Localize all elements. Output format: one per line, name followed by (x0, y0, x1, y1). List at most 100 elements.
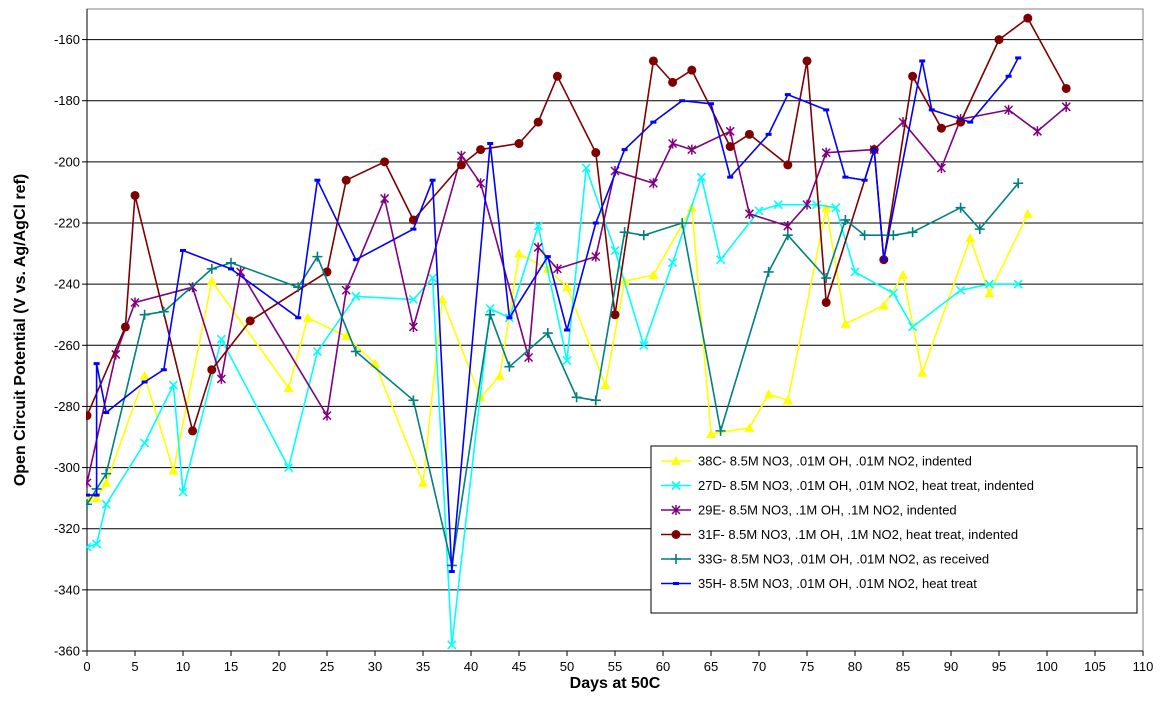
series-3 (86, 13, 1071, 436)
data-point (226, 257, 236, 268)
y-tick-label: -160 (54, 32, 80, 47)
legend-label: 38C- 8.5M NO3, .01M OH, .01M NO2, indent… (698, 454, 972, 469)
y-tick-label: -260 (54, 338, 80, 353)
data-point (1032, 126, 1042, 137)
data-point (380, 193, 390, 204)
data-point (744, 208, 754, 219)
data-point (533, 242, 543, 253)
y-tick-label: -360 (54, 644, 80, 659)
y-tick-label: -240 (54, 277, 80, 292)
data-point (831, 203, 841, 213)
data-point (668, 77, 678, 87)
x-tick-label: 25 (320, 659, 334, 674)
legend-item: 27D- 8.5M NO3, .01M OH, .01M NO2, heat t… (661, 478, 1034, 493)
x-tick-label: 80 (848, 659, 862, 674)
data-point (341, 175, 351, 185)
x-tick-label: 0 (83, 659, 90, 674)
x-tick-label: 75 (800, 659, 814, 674)
legend-marker (671, 505, 681, 515)
data-point (216, 373, 226, 384)
data-point (591, 148, 601, 158)
data-point (476, 178, 486, 189)
data-point (168, 465, 179, 475)
legend-label: 31F- 8.5M NO3, .1M OH, .1M NO2, heat tre… (698, 527, 1018, 542)
data-point (485, 304, 495, 314)
data-point (293, 282, 304, 293)
data-point (506, 316, 513, 320)
x-tick-label: 110 (1133, 659, 1154, 674)
data-point (725, 126, 735, 137)
series-layer (86, 13, 1071, 650)
y-tick-label: -180 (54, 93, 80, 108)
x-tick-label: 100 (1036, 659, 1058, 674)
y-tick-label: -280 (54, 399, 80, 414)
data-point (782, 230, 793, 241)
data-point (180, 249, 186, 253)
data-point (158, 306, 169, 317)
data-point (668, 258, 678, 268)
x-axis-title: Days at 50C (570, 675, 661, 692)
data-point (533, 221, 543, 231)
data-point (91, 493, 102, 503)
x-tick-label: 10 (176, 659, 190, 674)
data-point (783, 221, 793, 232)
data-point (86, 542, 92, 552)
series-2 (86, 101, 1071, 488)
data-point (544, 255, 551, 259)
y-axis-title: Open Circuit Potential (V vs. Ag/AgCl re… (12, 174, 29, 486)
data-point (448, 570, 455, 574)
data-point (341, 331, 352, 341)
data-point (706, 428, 716, 438)
data-point (86, 493, 90, 497)
data-point (130, 297, 140, 308)
x-axis: 0 5 10 15 20 25 30 35 40 45 50 55 60 65 70 75 80 85 90 95 10… (83, 9, 1153, 674)
series-line (86, 106, 1067, 484)
legend-box (650, 445, 1138, 614)
data-point (552, 71, 562, 81)
data-point (1022, 208, 1033, 218)
data-point (1013, 178, 1024, 189)
series-4 (86, 178, 1024, 571)
data-point (504, 361, 515, 372)
data-point (919, 59, 926, 63)
x-tick-label: 85 (896, 659, 910, 674)
data-point (140, 438, 150, 448)
x-tick-label: 50 (560, 659, 574, 674)
y-tick-label: -340 (54, 582, 80, 597)
gridlines (87, 39, 1143, 591)
x-tick-label: 95 (992, 659, 1006, 674)
data-point (610, 245, 620, 256)
x-tick-label: 90 (944, 659, 958, 674)
data-point (380, 157, 390, 167)
x-tick-label: 15 (224, 659, 238, 674)
x-tick-label: 105 (1084, 659, 1106, 674)
data-point (93, 362, 100, 366)
data-point (621, 148, 628, 152)
series-5 (86, 56, 1022, 574)
data-point (571, 392, 582, 403)
data-point (716, 255, 726, 265)
data-point (86, 411, 92, 421)
data-point (619, 227, 630, 238)
data-point (821, 273, 832, 284)
data-point (850, 267, 860, 277)
x-tick-label: 40 (464, 659, 478, 674)
data-point (974, 224, 985, 235)
legend-label: 35H- 8.5M NO3, .01M OH, .01M NO2, heat t… (698, 576, 977, 591)
data-point (93, 493, 100, 497)
data-point (754, 206, 764, 216)
data-point (859, 230, 870, 241)
data-point (591, 251, 601, 262)
legend-item: 38C- 8.5M NO3, .01M OH, .01M NO2, indent… (661, 454, 972, 469)
y-tick-label: -320 (54, 521, 80, 536)
x-tick-label: 5 (131, 659, 138, 674)
x-tick-label: 55 (608, 659, 622, 674)
x-tick-label: 30 (368, 659, 382, 674)
data-point (341, 285, 351, 296)
data-point (101, 499, 111, 509)
data-point (648, 178, 658, 189)
data-point (86, 477, 92, 488)
data-point (141, 380, 148, 384)
data-point (351, 291, 361, 301)
data-point (765, 132, 772, 136)
